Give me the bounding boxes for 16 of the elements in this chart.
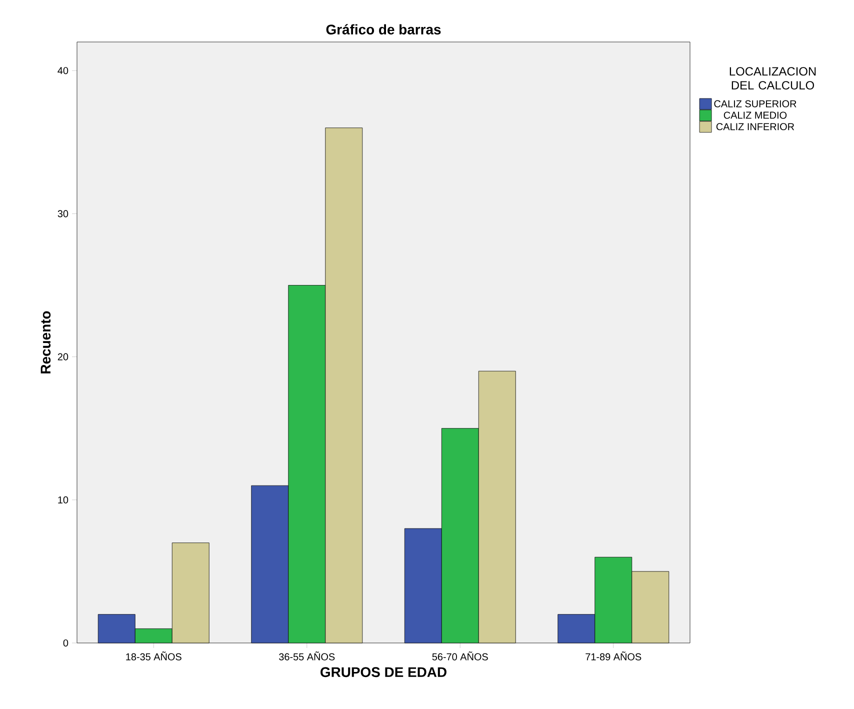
legend-label: CALIZ MEDIO [724,112,787,119]
x-tick-label: 71-89 AÑOS [586,652,642,660]
chart-title: Gráfico de barras [326,24,441,34]
y-tick-label: 20 [58,353,68,360]
y-tick-label: 30 [58,210,68,218]
x-tick-label: 36-55 AÑOS [279,652,335,660]
x-axis-title: GRUPOS DE EDAD [320,667,446,678]
x-tick-label: 18-35 AÑOS [126,652,182,660]
legend-title: LOCALIZACION DEL CALCULO [730,67,816,90]
y-tick-label: 0 [63,639,68,647]
y-tick-label: 40 [58,67,68,74]
x-tick-label: 56-70 AÑOS [432,652,488,660]
y-axis-title: Recuento [40,311,51,374]
legend-label: CALIZ INFERIOR [716,123,794,130]
y-tick-label: 10 [58,496,68,504]
legend-label: CALIZ SUPERIOR [714,100,796,108]
